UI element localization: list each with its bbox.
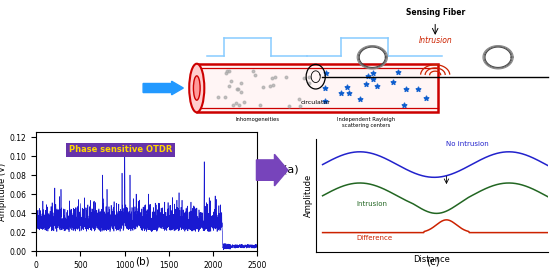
Text: No intrusion: No intrusion [447,141,489,147]
Point [236,89,245,94]
Point [355,96,364,101]
Point [222,69,231,74]
Point [251,73,260,77]
Point [239,100,248,104]
Point [227,79,236,83]
Point [225,69,234,73]
Point [393,70,402,74]
Text: (c): (c) [427,256,440,266]
Point [321,70,330,75]
Y-axis label: Amplitude (V): Amplitude (V) [0,163,7,221]
Point [222,71,231,75]
Point [284,104,293,108]
Point [300,76,309,80]
Point [231,101,240,105]
Point [234,87,243,91]
Point [214,94,223,99]
Point [270,75,279,79]
Point [305,81,314,86]
Point [320,86,329,90]
Point [220,95,229,99]
Text: Independent Rayleigh
scattering centers: Independent Rayleigh scattering centers [337,117,395,128]
Point [362,82,371,87]
Point [229,103,238,107]
Point [363,74,372,78]
Point [235,103,244,107]
Point [345,90,354,95]
Point [321,99,330,103]
Text: (b): (b) [135,256,150,266]
Point [268,83,277,87]
Point [248,69,257,73]
Point [421,96,430,100]
Text: (a): (a) [283,164,299,174]
Point [304,75,313,79]
Point [343,85,352,89]
Text: Sensing Fiber: Sensing Fiber [406,8,465,17]
Point [267,76,276,80]
Ellipse shape [193,76,200,100]
FancyArrow shape [143,81,183,95]
Point [402,87,411,91]
Point [236,81,245,85]
Point [388,80,397,84]
Point [337,91,345,95]
Point [296,104,305,108]
Text: Inhomogeneities: Inhomogeneities [235,117,279,122]
Point [368,71,377,76]
Bar [197,64,438,112]
Text: Phase sensitive OTDR: Phase sensitive OTDR [69,146,172,154]
Text: circulator: circulator [301,100,330,105]
Point [259,85,268,90]
Point [233,86,242,91]
Point [281,75,290,79]
Text: Intrusion: Intrusion [357,201,387,207]
Ellipse shape [189,64,205,112]
Point [368,77,377,81]
FancyArrow shape [257,154,288,186]
Point [225,83,234,88]
Point [295,96,304,101]
Point [399,103,408,107]
Point [414,87,423,91]
Text: Intrusion: Intrusion [418,36,452,45]
Y-axis label: Amplitude: Amplitude [304,174,313,217]
Point [373,84,382,89]
Point [265,84,274,89]
X-axis label: Distance: Distance [414,255,450,264]
Point [256,103,265,107]
Text: Difference: Difference [357,235,392,241]
